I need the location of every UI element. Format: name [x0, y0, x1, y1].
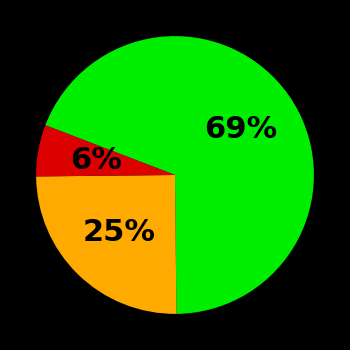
Wedge shape [36, 125, 175, 176]
Text: 6%: 6% [70, 146, 122, 175]
Text: 69%: 69% [204, 114, 278, 144]
Wedge shape [36, 175, 176, 314]
Text: 25%: 25% [82, 218, 155, 247]
Wedge shape [46, 36, 314, 314]
